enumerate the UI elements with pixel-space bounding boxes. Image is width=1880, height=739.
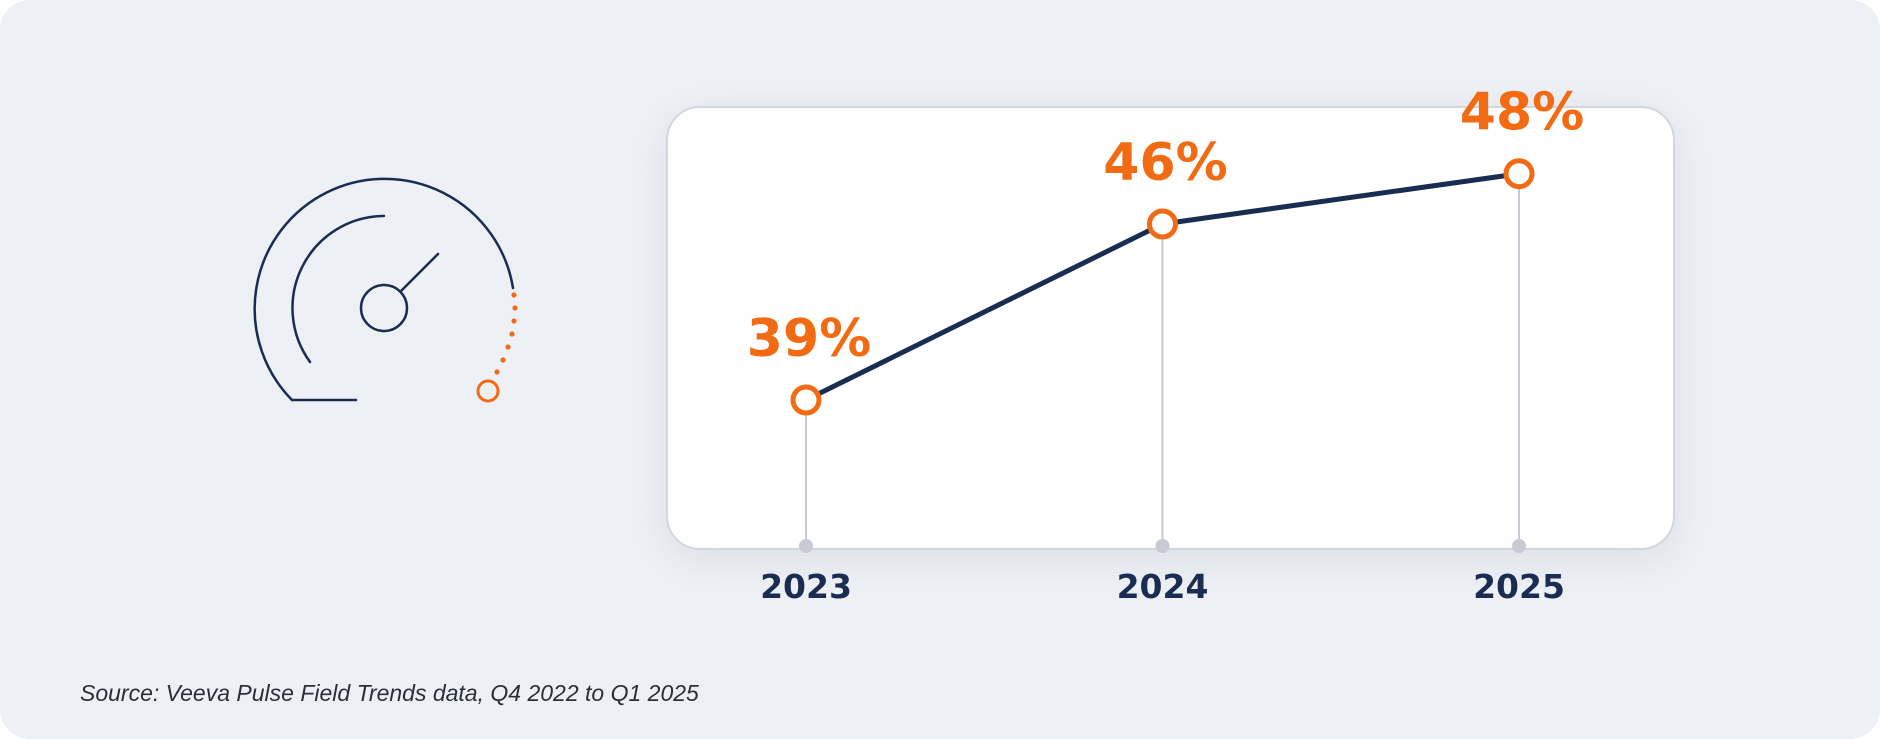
data-label: 48% (1460, 83, 1584, 143)
data-label: 39% (747, 309, 871, 369)
source-note: Source: Veeva Pulse Field Trends data, Q… (80, 680, 699, 706)
speedometer-icon (253, 177, 518, 403)
data-point (790, 384, 822, 416)
data-point (1503, 158, 1535, 190)
baseline-dot (799, 539, 813, 553)
x-tick-label: 2025 (1473, 567, 1565, 606)
baseline-dot (1512, 539, 1526, 553)
baseline-dot (1155, 539, 1170, 553)
data-label: 46% (1103, 133, 1227, 193)
x-tick-label: 2023 (760, 567, 852, 606)
x-tick-label: 2024 (1117, 567, 1209, 606)
data-point (1147, 208, 1178, 240)
